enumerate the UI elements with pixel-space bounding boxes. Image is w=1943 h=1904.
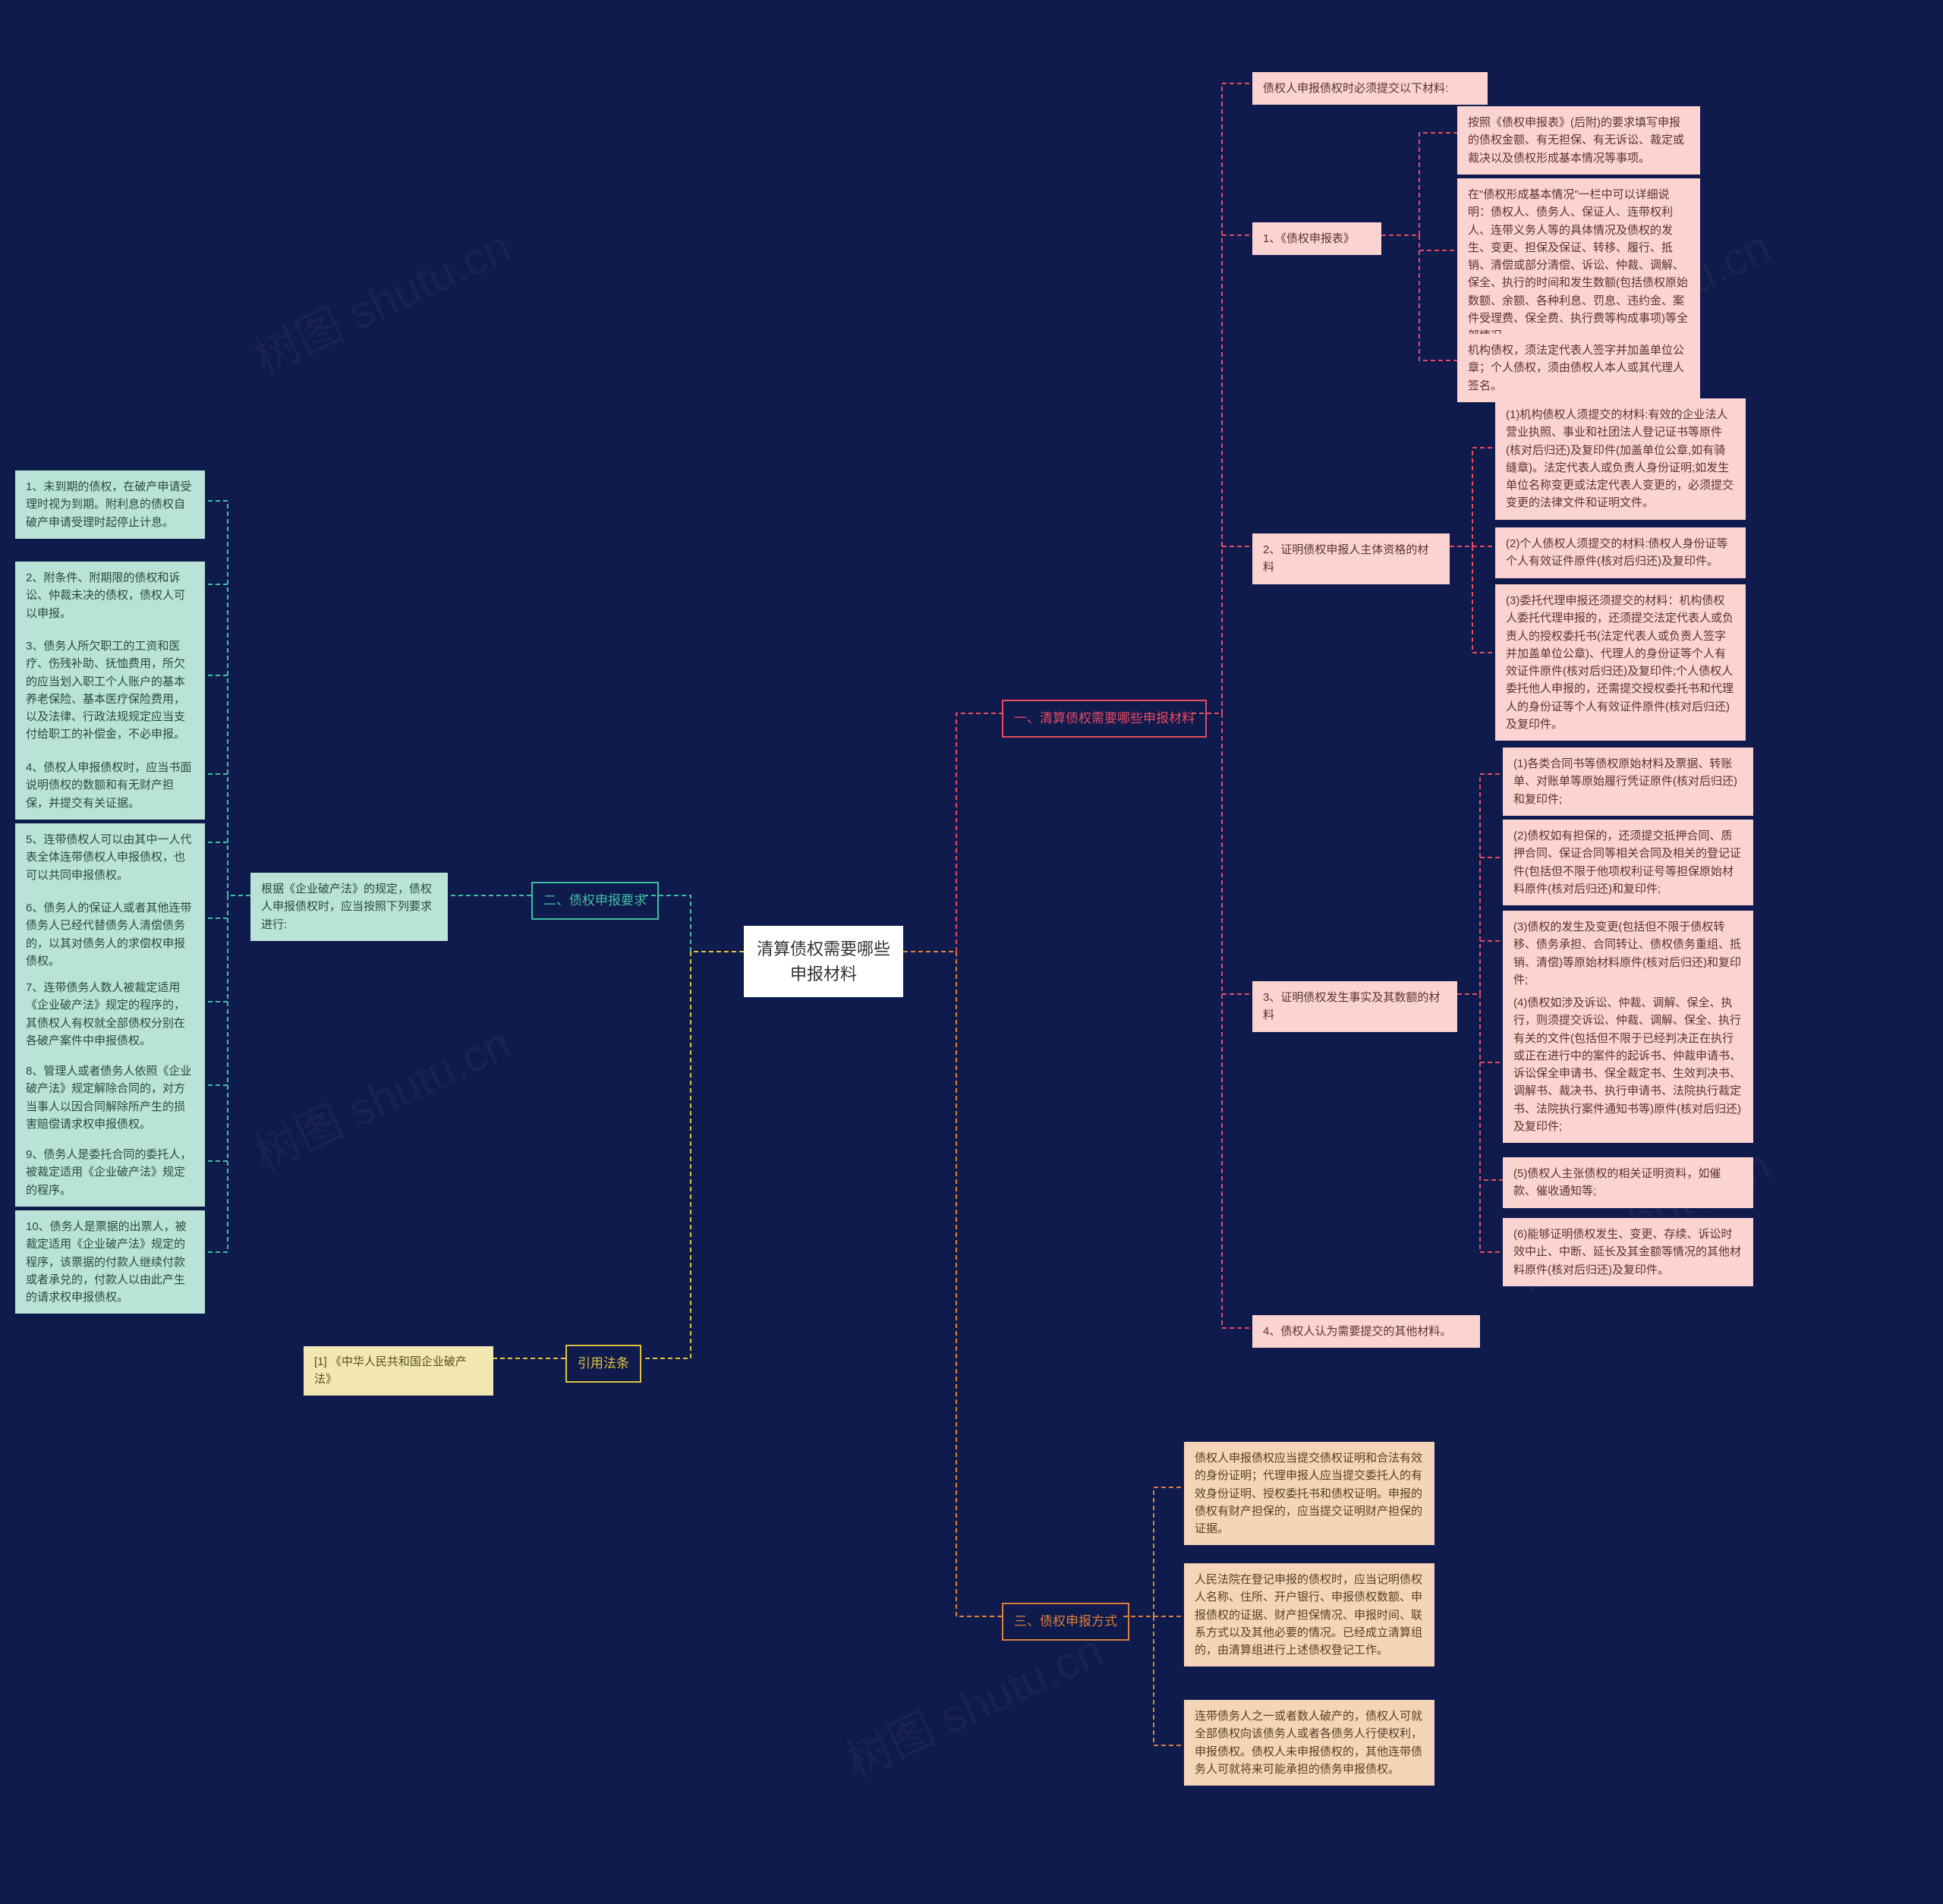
s1-n2-c2: (2)个人债权人须提交的材料:债权人身份证等个人有效证件原件(核对后归还)及复印… xyxy=(1495,527,1746,578)
s1-n3-c5: (5)债权人主张债权的相关证明资料，如催款、催收通知等; xyxy=(1503,1157,1753,1208)
s2-item-7: 7、连带债务人数人被裁定适用《企业破产法》规定的程序的，其债权人有权就全部债权分… xyxy=(15,971,205,1057)
watermark: 树图 shutu.cn xyxy=(242,210,520,386)
branch-3[interactable]: 三、债权申报方式 xyxy=(1002,1603,1129,1641)
s1-intro: 债权人申报债权时必须提交以下材料: xyxy=(1252,72,1488,105)
s2-item-9: 9、债务人是委托合同的委托人，被裁定适用《企业破产法》规定的程序。 xyxy=(15,1138,205,1207)
s1-n1-c1: 按照《债权申报表》(后附)的要求填写申报的债权金额、有无担保、有无诉讼、裁定或裁… xyxy=(1457,106,1700,175)
s1-n1-title[interactable]: 1、《债权申报表》 xyxy=(1252,222,1381,255)
s1-n3-c3: (3)债权的发生及变更(包括但不限于债权转移、债务承担、合同转让、债权债务重组、… xyxy=(1503,911,1753,996)
branch-4[interactable]: 引用法条 xyxy=(565,1345,641,1383)
s2-item-6: 6、债务人的保证人或者其他连带债务人已经代替债务人清偿债务的，以其对债务人的求偿… xyxy=(15,892,205,977)
s3-item-1: 债权人申报债权应当提交债权证明和合法有效的身份证明；代理申报人应当提交委托人的有… xyxy=(1184,1442,1434,1545)
s1-n1-c3: 机构债权，须法定代表人签字并加盖单位公章；个人债权，须由债权人本人或其代理人签名… xyxy=(1457,334,1700,402)
root-node[interactable]: 清算债权需要哪些申报材料 xyxy=(744,926,903,997)
s2-item-5: 5、连带债权人可以由其中一人代表全体连带债权人申报债权，也可以共同申报债权。 xyxy=(15,823,205,892)
s1-n2-title[interactable]: 2、证明债权申报人主体资格的材料 xyxy=(1252,533,1450,584)
s1-n3-c1: (1)各类合同书等债权原始材料及票据、转账单、对账单等原始履行凭证原件(核对后归… xyxy=(1503,747,1753,816)
watermark: 树图 shutu.cn xyxy=(834,1614,1112,1790)
s1-n1-c2: 在"债权形成基本情况"一栏中可以详细说明：债权人、债务人、保证人、连带权利人、连… xyxy=(1457,178,1700,352)
s1-n2-c1: (1)机构债权人须提交的材料:有效的企业法人营业执照、事业和社团法人登记证书等原… xyxy=(1495,398,1746,520)
s3-item-2: 人民法院在登记申报的债权时，应当记明债权人名称、住所、开户银行、申报债权数额、申… xyxy=(1184,1563,1434,1666)
s2-item-1: 1、未到期的债权，在破产申请受理时视为到期。附利息的债权自破产申请受理时起停止计… xyxy=(15,470,205,539)
s2-intro: 根据《企业破产法》的规定，债权人申报债权时，应当按照下列要求进行: xyxy=(250,873,448,941)
s3-item-3: 连带债务人之一或者数人破产的，债权人可就全部债权向该债务人或者各债务人行使权利，… xyxy=(1184,1700,1434,1786)
s2-item-2: 2、附条件、附期限的债权和诉讼、仲裁未决的债权，债权人可以申报。 xyxy=(15,562,205,630)
branch-2[interactable]: 二、债权申报要求 xyxy=(531,882,659,920)
watermark: 树图 shutu.cn xyxy=(242,1007,520,1183)
s2-item-10: 10、债务人是票据的出票人，被裁定适用《企业破产法》规定的程序，该票据的付款人继… xyxy=(15,1210,205,1314)
s2-item-3: 3、债务人所欠职工的工资和医疗、伤残补助、抚恤费用，所欠的应当划入职工个人账户的… xyxy=(15,630,205,751)
branch-1[interactable]: 一、清算债权需要哪些申报材料 xyxy=(1002,700,1207,738)
s1-n3-c4: (4)债权如涉及诉讼、仲裁、调解、保全、执行，则须提交诉讼、仲裁、调解、保全、执… xyxy=(1503,987,1753,1143)
s1-n3-title[interactable]: 3、证明债权发生事实及其数额的材料 xyxy=(1252,981,1457,1032)
s1-n3-c6: (6)能够证明债权发生、变更、存续、诉讼时效中止、中断、延长及其金额等情况的其他… xyxy=(1503,1218,1753,1286)
s1-n3-c2: (2)债权如有担保的，还须提交抵押合同、质押合同、保证合同等相关合同及相关的登记… xyxy=(1503,820,1753,905)
s2-item-8: 8、管理人或者债务人依照《企业破产法》规定解除合同的，对方当事人以因合同解除所产… xyxy=(15,1055,205,1141)
s2-item-4: 4、债权人申报债权时，应当书面说明债权的数额和有无财产担保，并提交有关证据。 xyxy=(15,751,205,820)
s1-n4: 4、债权人认为需要提交的其他材料。 xyxy=(1252,1315,1480,1348)
s4-item-1: [1] 《中华人民共和国企业破产法》 xyxy=(304,1346,493,1396)
s1-n2-c3: (3)委托代理申报还须提交的材料：机构债权人委托代理申报的，还须提交法定代表人或… xyxy=(1495,584,1746,741)
